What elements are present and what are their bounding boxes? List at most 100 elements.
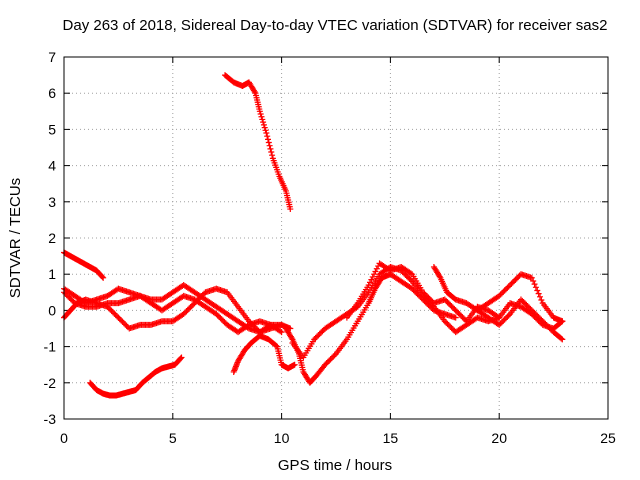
data-point-marker	[542, 320, 549, 327]
data-point-marker	[258, 113, 265, 120]
axis-ticks: 0 5 10 15 20 25 -3 -2 -1 0 1 2 3 4 5 6 7	[44, 49, 616, 446]
data-point-marker	[256, 108, 263, 115]
data-point-marker	[287, 206, 294, 213]
data-point-marker	[328, 354, 335, 361]
data-point-marker	[108, 307, 115, 314]
data-point-marker	[511, 277, 518, 284]
data-point-marker	[260, 119, 267, 126]
data-point-marker	[535, 290, 542, 297]
data-point-marker	[180, 311, 187, 318]
data-point-marker	[445, 300, 452, 307]
data-point-marker	[526, 304, 533, 311]
data-point-marker	[454, 308, 461, 315]
x-tick-label: 5	[169, 430, 177, 446]
data-point-marker	[444, 320, 451, 327]
y-tick-label: 4	[48, 158, 56, 174]
data-point-marker	[67, 296, 74, 303]
series-track-e	[87, 354, 185, 399]
data-point-marker	[111, 310, 118, 317]
data-point-marker	[109, 309, 116, 316]
y-tick-label: 6	[48, 85, 56, 101]
y-tick-label: 3	[48, 194, 56, 210]
x-axis-label: GPS time / hours	[278, 457, 392, 474]
data-point-marker	[288, 335, 295, 342]
data-point-marker	[365, 282, 372, 289]
series-track-c	[61, 249, 107, 281]
data-point-marker	[213, 311, 220, 318]
data-point-marker	[504, 284, 511, 291]
data-point-marker	[182, 309, 189, 316]
data-point-marker	[512, 276, 519, 283]
data-point-marker	[107, 306, 114, 313]
data-point-marker	[199, 292, 206, 299]
data-point-marker	[501, 287, 508, 294]
data-point-marker	[331, 352, 338, 359]
data-point-marker	[62, 290, 69, 297]
data-point-marker	[441, 296, 448, 303]
data-point-marker	[406, 275, 413, 282]
data-point-marker	[531, 310, 538, 317]
data-point-marker	[273, 342, 280, 349]
data-point-marker	[197, 294, 203, 301]
data-point-marker	[443, 297, 450, 304]
data-point-marker	[443, 319, 450, 326]
data-point-marker	[426, 296, 433, 303]
data-point-marker	[503, 315, 509, 322]
y-axis-label: SDTVAR / TECUs	[7, 178, 24, 298]
grid-lines	[64, 57, 608, 419]
data-point-marker	[311, 336, 318, 343]
data-point-marker	[278, 329, 285, 336]
x-tick-label: 15	[383, 430, 399, 446]
data-points	[61, 72, 566, 399]
data-point-marker	[546, 325, 553, 332]
data-point-marker	[520, 299, 527, 306]
data-point-marker	[538, 316, 545, 323]
data-point-marker	[497, 291, 504, 298]
data-point-marker	[535, 314, 542, 321]
data-point-marker	[324, 358, 331, 365]
data-point-marker	[330, 353, 337, 360]
data-point-marker	[524, 303, 531, 310]
data-point-marker	[122, 321, 129, 328]
y-tick-label: 2	[48, 230, 56, 246]
data-point-marker	[498, 319, 505, 326]
data-point-marker	[424, 293, 431, 300]
x-tick-label: 10	[274, 430, 290, 446]
series-track-g	[230, 332, 298, 375]
data-point-marker	[501, 316, 508, 323]
data-point-marker	[183, 308, 190, 315]
data-point-marker	[186, 305, 193, 312]
series-track-d	[61, 289, 285, 336]
y-tick-label: -1	[44, 339, 57, 355]
data-point-marker	[99, 273, 106, 280]
x-tick-label: 20	[491, 430, 507, 446]
data-point-marker	[261, 124, 268, 131]
data-point-marker	[66, 294, 73, 301]
data-point-marker	[187, 304, 194, 311]
data-point-marker	[100, 274, 107, 281]
data-point-marker	[63, 292, 70, 299]
data-point-marker	[218, 316, 225, 323]
data-point-marker	[452, 314, 459, 321]
data-point-marker	[449, 304, 456, 311]
data-point-marker	[537, 315, 543, 322]
data-point-marker	[313, 333, 320, 340]
data-point-marker	[411, 288, 418, 295]
y-tick-label: -2	[44, 375, 57, 391]
data-point-marker	[368, 276, 375, 283]
data-point-marker	[65, 293, 72, 300]
data-point-marker	[534, 287, 541, 294]
data-point-marker	[445, 322, 452, 329]
data-point-marker	[447, 301, 454, 308]
data-point-marker	[407, 270, 414, 277]
data-point-marker	[119, 318, 126, 325]
data-point-marker	[326, 357, 333, 364]
data-point-marker	[505, 312, 512, 319]
data-point-marker	[541, 319, 548, 326]
data-point-marker	[410, 287, 417, 294]
data-point-marker	[522, 300, 529, 307]
data-point-marker	[448, 325, 455, 332]
data-point-marker	[114, 313, 121, 320]
data-point-marker	[519, 297, 526, 304]
